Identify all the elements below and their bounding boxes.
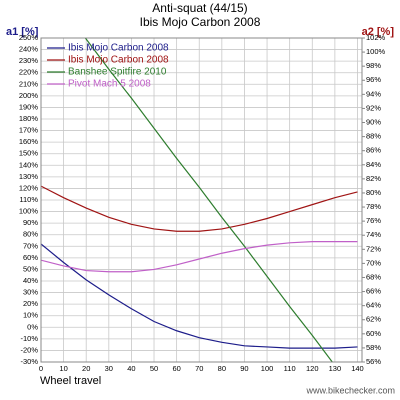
y2-tick-label: 96% <box>366 75 381 84</box>
y-tick-label: 180% <box>19 114 39 123</box>
y-tick-label: 210% <box>19 79 39 88</box>
y-tick-label: 150% <box>19 149 39 158</box>
chart-title: Anti-squat (44/15) <box>152 1 247 15</box>
y2-tick-label: 78% <box>366 202 381 211</box>
x-tick-label: 110 <box>284 364 296 373</box>
y2-tick-label: 82% <box>366 174 381 183</box>
x-axis-label: Wheel travel <box>40 375 101 387</box>
y2-tick-label: 84% <box>366 160 381 169</box>
y-tick-label: 250% <box>19 33 39 42</box>
x-tick-label: 60 <box>172 364 180 373</box>
y-tick-label: 80% <box>23 230 38 239</box>
plot-lines <box>41 38 358 362</box>
legend-label: Ibis Mojo Carbon 2008 <box>68 43 169 54</box>
series-line <box>41 243 358 349</box>
y2-tick-label: 80% <box>366 188 381 197</box>
y2-axis-label: a2 [%] <box>362 26 395 38</box>
y-tick-label: 130% <box>19 172 39 181</box>
watermark: www.bikechecker.com <box>305 385 395 395</box>
y2-tick-label: 58% <box>366 343 381 352</box>
y-tick-label: -30% <box>20 357 38 366</box>
x-tick-label: 90 <box>240 364 248 373</box>
y2-tick-label: 68% <box>366 272 381 281</box>
y-tick-label: 240% <box>19 45 39 54</box>
legend-label: Ibis Mojo Carbon 2008 <box>68 55 169 66</box>
x-tick-label: 20 <box>82 364 90 373</box>
y-tick-label: 170% <box>19 126 39 135</box>
y2-tick-label: 62% <box>366 315 381 324</box>
x-tick-label: 130 <box>329 364 342 373</box>
chart-subtitle: Ibis Mojo Carbon 2008 <box>140 15 261 29</box>
x-tick-label: 140 <box>351 364 364 373</box>
series-line <box>84 38 334 362</box>
y-tick-label: -10% <box>20 334 38 343</box>
y2-tick-label: 64% <box>366 301 381 310</box>
y2-tick-label: 70% <box>366 258 381 267</box>
x-tick-label: 70 <box>195 364 203 373</box>
y2-tick-label: 56% <box>366 357 381 366</box>
x-tick-label: 80 <box>218 364 226 373</box>
y-tick-label: 220% <box>19 68 39 77</box>
y2-tick-label: 60% <box>366 329 381 338</box>
x-tick-label: 40 <box>127 364 135 373</box>
y2-tick-label: 72% <box>366 244 381 253</box>
y2-tick-label: 92% <box>366 103 381 112</box>
legend-label: Banshee Spitfire 2010 <box>68 67 167 78</box>
y2-tick-label: 102% <box>366 33 386 42</box>
y-tick-label: 90% <box>23 218 38 227</box>
legend-label: Pivot Mach 5 2008 <box>68 79 151 90</box>
series-line <box>41 241 358 273</box>
y-axis-label: a1 [%] <box>6 26 39 38</box>
y-tick-label: 0% <box>27 322 38 331</box>
y2-tick-label: 86% <box>366 146 381 155</box>
y2-tick-label: 66% <box>366 287 381 296</box>
y2-tick-label: 94% <box>366 89 381 98</box>
y2-tick-label: 98% <box>366 61 381 70</box>
x-tick-label: 120 <box>306 364 319 373</box>
y2-tick-label: 90% <box>366 118 381 127</box>
y-tick-label: 190% <box>19 102 39 111</box>
y-tick-label: 160% <box>19 137 39 146</box>
y2-tick-label: 88% <box>366 132 381 141</box>
plot-frame <box>40 37 363 363</box>
y-tick-label: 20% <box>23 299 38 308</box>
y-tick-label: 120% <box>19 183 39 192</box>
y-tick-label: 200% <box>19 91 39 100</box>
x-tick-label: 0 <box>39 364 43 373</box>
y-tick-label: 230% <box>19 56 39 65</box>
y-tick-label: 50% <box>23 264 38 273</box>
y-tick-label: 30% <box>23 288 38 297</box>
y-tick-label: 60% <box>23 253 38 262</box>
y-tick-label: 140% <box>19 160 39 169</box>
y2-tick-label: 100% <box>366 47 386 56</box>
y-tick-label: -20% <box>20 345 38 354</box>
x-tick-label: 50 <box>150 364 158 373</box>
y-tick-label: 70% <box>23 241 38 250</box>
grid: -30% -20% -10% 0% 10% 20% 30% 40% 50% 60% 70% 80% 90… <box>19 33 386 373</box>
y-tick-label: 40% <box>23 276 38 285</box>
x-tick-label: 30 <box>105 364 113 373</box>
y2-tick-label: 76% <box>366 216 381 225</box>
y-tick-label: 10% <box>23 311 38 320</box>
series-line <box>41 185 358 232</box>
x-tick-label: 10 <box>59 364 67 373</box>
y2-tick-label: 74% <box>366 230 381 239</box>
x-tick-label: 100 <box>261 364 274 373</box>
y-tick-label: 110% <box>19 195 38 204</box>
y-tick-label: 100% <box>19 207 39 216</box>
